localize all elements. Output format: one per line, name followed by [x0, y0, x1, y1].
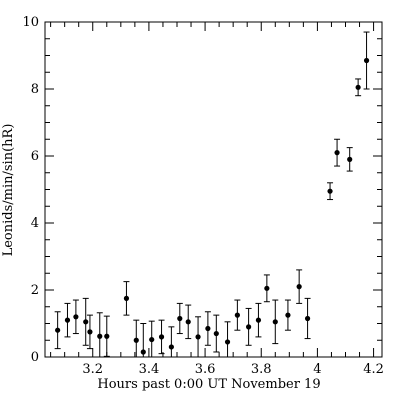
data-point — [97, 333, 103, 339]
y-tick-label: 4 — [31, 216, 39, 231]
data-point — [234, 312, 240, 318]
data-point — [140, 349, 146, 355]
x-tick-label: 4.2 — [363, 362, 384, 377]
data-point — [73, 314, 79, 320]
y-tick-label: 8 — [31, 82, 39, 97]
data-point — [285, 312, 291, 318]
y-tick-label: 6 — [31, 149, 39, 164]
data-point — [224, 339, 231, 345]
data-point — [255, 317, 262, 323]
data-point — [177, 315, 183, 322]
data-point — [355, 84, 361, 90]
data-point — [213, 330, 219, 337]
data-point — [264, 285, 270, 291]
data-point — [133, 337, 139, 343]
y-tick-label: 10 — [22, 15, 39, 30]
data-point — [104, 333, 110, 339]
x-tick-label: 4 — [313, 362, 321, 377]
y-tick-label: 0 — [31, 350, 39, 365]
data-point — [55, 327, 61, 333]
tick-labels: 3.2 3.4 3.6 3.8 4 4.2 0 2 4 6 8 10 — [22, 15, 383, 377]
x-tick-label: 3.4 — [139, 362, 160, 377]
y-tick-label: 2 — [31, 283, 39, 298]
data-point — [195, 334, 201, 340]
data-point — [87, 329, 93, 335]
data-point — [334, 150, 340, 156]
data-point — [185, 319, 191, 325]
data-point — [272, 319, 278, 325]
data-point — [158, 334, 165, 340]
data-point — [205, 325, 211, 332]
data-point — [304, 315, 311, 322]
ticks — [45, 21, 382, 358]
data-point — [363, 57, 370, 64]
data-point — [327, 188, 333, 194]
data-point — [347, 156, 353, 162]
data-point — [168, 344, 174, 350]
data-point — [149, 336, 155, 343]
data-point — [296, 284, 302, 290]
x-tick-label: 3.8 — [251, 362, 272, 377]
data-point — [123, 295, 130, 301]
data-points — [55, 57, 370, 355]
x-axis-label: Hours past 0:00 UT November 19 — [97, 377, 320, 392]
x-tick-label: 3.6 — [195, 362, 216, 377]
error-bars — [54, 31, 370, 358]
data-point — [83, 319, 89, 325]
x-tick-label: 3.2 — [82, 362, 103, 377]
data-point — [246, 324, 252, 330]
data-point — [64, 317, 71, 323]
y-axis-label: Leonids/min/sin(hR) — [1, 124, 16, 257]
